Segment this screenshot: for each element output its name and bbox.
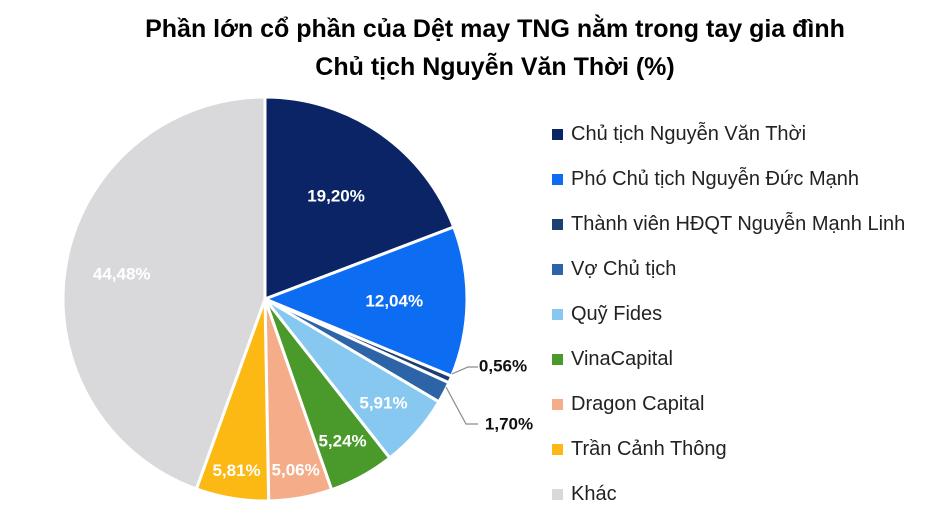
legend-item-thanh-vien-hdqt-nguyen-manh-linh: Thành viên HĐQT Nguyễn Mạnh Linh	[552, 202, 905, 247]
data-label-quy-fides: 5,91%	[359, 393, 407, 412]
legend-item-dragon-capital: Dragon Capital	[552, 382, 905, 427]
legend-item-tran-canh-thong: Trần Cảnh Thông	[552, 427, 905, 472]
leader-line-vo-chu-tich	[445, 386, 478, 425]
data-label-khac: 44,48%	[93, 264, 151, 283]
data-label-tran-canh-thong: 5,81%	[212, 461, 260, 480]
legend-item-khac: Khác	[552, 472, 905, 517]
legend-item-vinacapital: VinaCapital	[552, 337, 905, 382]
legend-item-pho-chu-tich-nguyen-duc-manh: Phó Chủ tịch Nguyễn Đức Mạnh	[552, 157, 905, 202]
legend-label: Dragon Capital	[571, 393, 705, 415]
legend-swatch	[552, 129, 563, 140]
pie-slice-pho-chu-tich-nguyen-duc-manh	[263, 225, 469, 378]
legend-label: Quỹ Fides	[571, 303, 663, 325]
legend-swatch	[552, 174, 563, 185]
chart-title-line1: Phần lớn cổ phần của Dệt may TNG nằm tro…	[145, 15, 845, 43]
chart-title: Phần lớn cổ phần của Dệt may TNG nằm tro…	[0, 10, 946, 86]
legend-swatch	[552, 309, 563, 320]
legend-item-quy-fides: Quỹ Fides	[552, 292, 905, 337]
legend-swatch	[552, 399, 563, 410]
legend-label: VinaCapital	[571, 348, 673, 370]
data-label-thanh-vien-hdqt-nguyen-manh-linh: 0,56%	[479, 357, 527, 376]
legend-label: Chủ tịch Nguyễn Văn Thời	[571, 123, 807, 145]
data-label-chu-tich-nguyen-van-thoi: 19,20%	[307, 186, 365, 205]
legend-label: Khác	[571, 483, 617, 505]
pie-slice-chu-tich-nguyen-van-thoi	[263, 95, 456, 301]
chart-legend: Chủ tịch Nguyễn Văn Thời Phó Chủ tịch Ngu…	[552, 112, 905, 517]
data-label-pho-chu-tich-nguyen-duc-manh: 12,04%	[365, 291, 423, 310]
legend-label: Vợ Chủ tịch	[571, 258, 677, 280]
legend-swatch	[552, 444, 563, 455]
legend-swatch	[552, 219, 563, 230]
legend-swatch	[552, 264, 563, 275]
legend-item-vo-chu-tich: Vợ Chủ tịch	[552, 247, 905, 292]
data-label-vo-chu-tich: 1,70%	[485, 415, 533, 434]
legend-swatch	[552, 489, 563, 500]
leader-line-thanh-vien-hdqt-nguyen-manh-linh	[451, 366, 478, 375]
legend-label: Phó Chủ tịch Nguyễn Đức Mạnh	[571, 168, 859, 190]
legend-label: Trần Cảnh Thông	[571, 438, 727, 460]
data-label-dragon-capital: 5,06%	[272, 461, 320, 480]
chart-title-line2: Chủ tịch Nguyễn Văn Thời (%)	[315, 53, 675, 81]
legend-label: Thành viên HĐQT Nguyễn Mạnh Linh	[571, 213, 906, 235]
pie-slice-khac	[61, 95, 267, 491]
data-label-vinacapital: 5,24%	[318, 431, 366, 450]
legend-swatch	[552, 354, 563, 365]
legend-item-chu-tich-nguyen-van-thoi: Chủ tịch Nguyễn Văn Thời	[552, 112, 905, 157]
